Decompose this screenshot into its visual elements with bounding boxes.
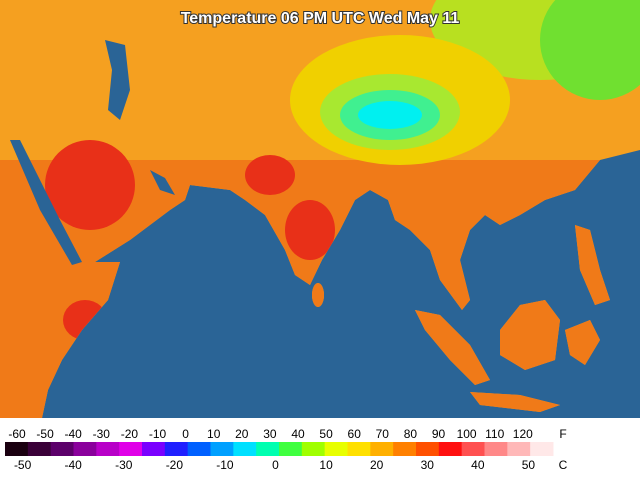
- legend-swatch: [5, 442, 29, 456]
- legend-swatch: [96, 442, 120, 456]
- f-tick-label: 90: [432, 427, 446, 441]
- legend-swatch: [324, 442, 348, 456]
- legend-swatch: [484, 442, 508, 456]
- legend-swatch: [73, 442, 97, 456]
- c-unit: C: [559, 458, 568, 472]
- f-tick-label: 60: [348, 427, 362, 441]
- f-tick-label: 0: [182, 427, 189, 441]
- f-tick-label: -60: [8, 427, 26, 441]
- legend-swatch: [256, 442, 280, 456]
- legend-swatch: [187, 442, 211, 456]
- f-tick-label: -40: [65, 427, 83, 441]
- legend-swatch: [507, 442, 531, 456]
- f-tick-label: -30: [93, 427, 111, 441]
- inland-water: [10, 40, 175, 265]
- legend-swatch: [27, 442, 52, 456]
- legend-swatch: [279, 442, 303, 456]
- f-tick-label: 70: [376, 427, 390, 441]
- f-tick-label: 80: [404, 427, 418, 441]
- legend-swatch: [393, 442, 417, 456]
- c-tick-label: 50: [522, 458, 536, 472]
- f-tick-label: 110: [485, 427, 504, 441]
- f-tick-label: -20: [121, 427, 139, 441]
- f-tick-label: 20: [235, 427, 249, 441]
- c-tick-label: -30: [115, 458, 133, 472]
- c-tick-label: 20: [370, 458, 384, 472]
- c-tick-label: -20: [166, 458, 184, 472]
- legend-swatch: [461, 442, 485, 456]
- f-tick-label: 30: [263, 427, 277, 441]
- c-tick-label: 0: [272, 458, 279, 472]
- legend-swatch: [347, 442, 371, 456]
- c-tick-label: -10: [216, 458, 234, 472]
- f-tick-label: 10: [207, 427, 221, 441]
- f-unit: F: [559, 427, 566, 441]
- c-tick-label: 30: [421, 458, 435, 472]
- c-tick-label: -50: [14, 458, 32, 472]
- f-tick-label: 120: [513, 427, 533, 441]
- f-tick-label: 40: [291, 427, 305, 441]
- legend-swatch: [233, 442, 257, 456]
- map-title: Temperature 06 PM UTC Wed May 11: [181, 10, 460, 27]
- legend-swatch: [370, 442, 394, 456]
- legend-swatch: [301, 442, 326, 456]
- f-tick-label: -10: [149, 427, 167, 441]
- legend-swatch: [164, 442, 189, 456]
- legend-swatch: [50, 442, 74, 456]
- f-tick-label: -50: [36, 427, 54, 441]
- c-tick-label: 40: [471, 458, 485, 472]
- f-tick-label: 100: [457, 427, 477, 441]
- legend-swatch: [438, 442, 463, 456]
- legend-swatch: [210, 442, 234, 456]
- legend-swatch: [119, 442, 143, 456]
- c-tick-label: 10: [319, 458, 333, 472]
- legend-swatch: [416, 442, 440, 456]
- legend-swatch: [530, 442, 554, 456]
- f-tick-label: 50: [319, 427, 333, 441]
- c-tick-label: -40: [65, 458, 83, 472]
- legend-swatch: [142, 442, 166, 456]
- color-legend: -60 -50 -40 -30 -20 -10 0 10 20 30 40 50 60 70 80 90 100…: [5, 427, 568, 472]
